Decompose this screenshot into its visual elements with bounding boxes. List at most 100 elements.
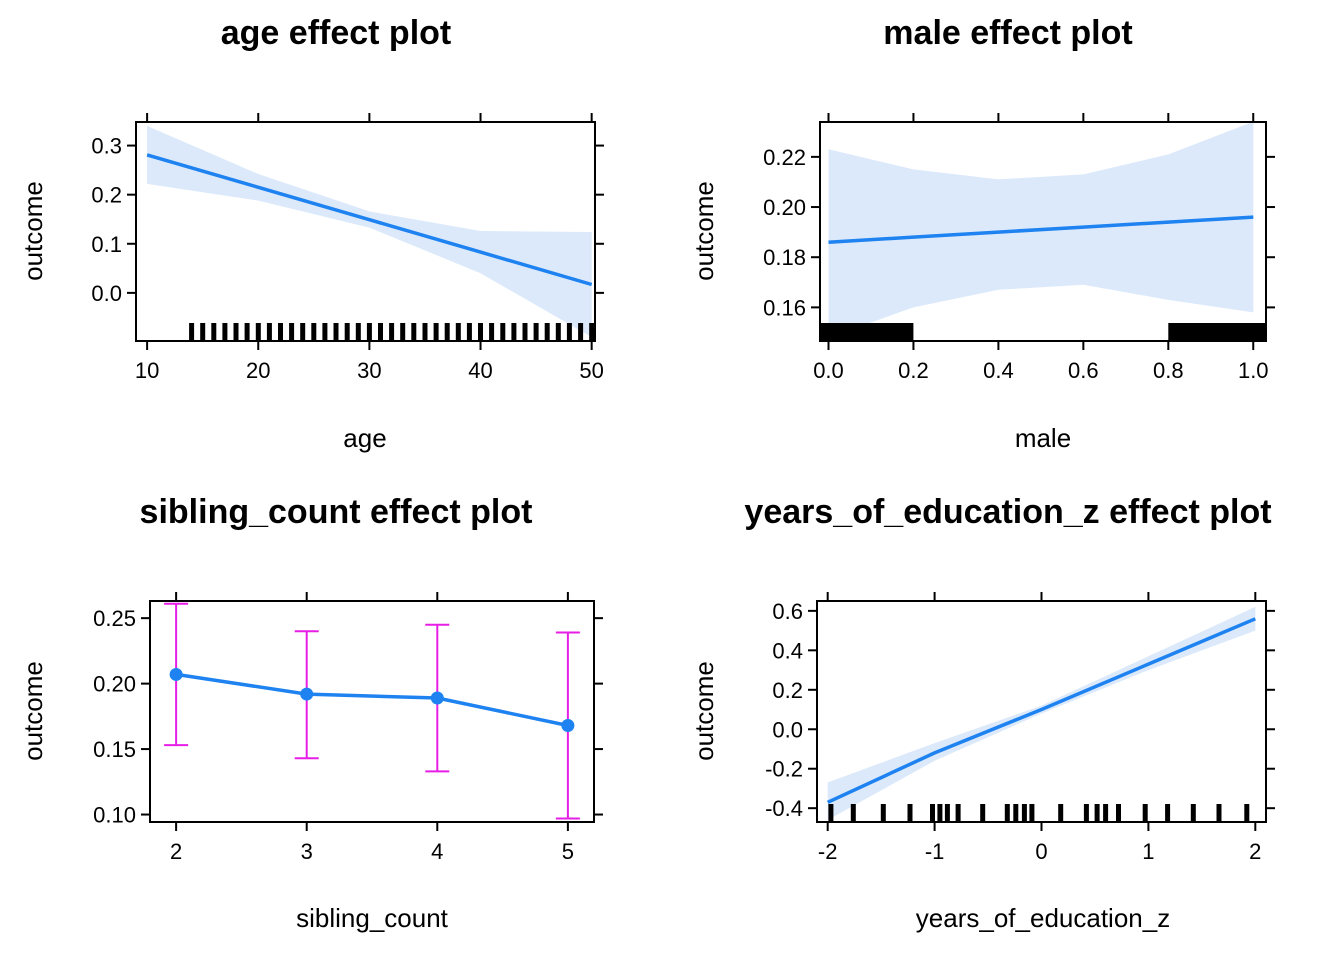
rug-mark — [389, 323, 395, 341]
y-tick-label: 0.6 — [772, 599, 803, 624]
x-tick-label: -1 — [925, 839, 945, 864]
rug-mark — [244, 323, 250, 341]
rug-mark — [400, 323, 406, 341]
y-tick-label: 0.15 — [93, 737, 136, 762]
rug-mark — [266, 323, 272, 341]
y-tick-label: 0.22 — [763, 145, 806, 170]
rug-mark — [1029, 804, 1035, 822]
data-point — [561, 719, 575, 733]
x-tick-label: 4 — [431, 839, 443, 864]
rug-mark — [289, 323, 295, 341]
rug-mark — [200, 323, 206, 341]
rug-mark — [355, 323, 361, 341]
panel-title: male effect plot — [883, 14, 1132, 52]
rug-mark — [880, 804, 886, 822]
fit-line — [175, 672, 569, 728]
x-tick-label: 1.0 — [1238, 358, 1269, 383]
rug-mark — [466, 323, 472, 341]
rug-mark — [589, 323, 595, 341]
rug-mark — [522, 323, 528, 341]
rug-mark — [930, 804, 935, 822]
rug-mark — [222, 323, 228, 341]
x-tick-label: 20 — [246, 358, 270, 383]
rug-mark — [500, 323, 506, 341]
y-tick-label: 0.2 — [772, 678, 803, 703]
rug-mark — [333, 323, 339, 341]
y-tick-label: -0.4 — [765, 796, 803, 821]
rug-mark — [489, 323, 495, 341]
rug-mark — [278, 323, 283, 341]
rug-mark — [1142, 804, 1148, 822]
rug-mark — [300, 323, 306, 341]
rug-mark — [511, 323, 517, 341]
rug-mark — [1058, 804, 1064, 822]
panel-title: age effect plot — [221, 14, 451, 52]
y-axis-label: outcome — [689, 181, 719, 281]
x-tick-label: 0.0 — [813, 358, 844, 383]
y-tick-label: 0.2 — [91, 183, 122, 208]
plot-frame — [819, 121, 1267, 342]
rug-mark — [411, 323, 417, 341]
data-point — [430, 691, 444, 705]
rug-mark — [1103, 804, 1109, 822]
rug-mark — [555, 323, 561, 341]
x-tick-label: 1 — [1142, 839, 1154, 864]
rug-mark — [478, 323, 483, 341]
rug-mark — [566, 323, 572, 341]
rug-mark — [255, 323, 261, 341]
x-tick-label: 50 — [579, 358, 603, 383]
panel-age: age effect plot age outcome 10 20 30 40 50 0.… — [18, 14, 604, 453]
rug-mark — [533, 323, 539, 341]
rug-mark — [980, 804, 986, 822]
y-axis-label: outcome — [689, 661, 719, 761]
x-tick-label: 0.6 — [1068, 358, 1099, 383]
rug-mark — [944, 804, 950, 822]
rug-mark — [1094, 804, 1100, 822]
rug-mark — [1216, 804, 1222, 822]
x-tick-label: 2 — [1249, 839, 1261, 864]
x-axis-label: male — [1015, 423, 1071, 453]
rug-mark — [1021, 804, 1027, 822]
plot-frame — [135, 121, 596, 342]
rug-mark — [578, 323, 584, 341]
rug-mark — [544, 323, 550, 341]
y-tick-label: -0.2 — [765, 757, 803, 782]
confidence-band — [827, 606, 1256, 820]
rug-mark — [189, 323, 195, 341]
plot-frame — [149, 600, 595, 823]
rug-mark — [1083, 804, 1089, 822]
rug-mark — [444, 323, 450, 341]
x-axis-label: years_of_education_z — [916, 903, 1170, 933]
rug-mark — [1116, 804, 1121, 822]
panel-years-of-education-z: years_of_education_z effect plot years_o… — [689, 493, 1275, 933]
rug-block — [1168, 323, 1266, 341]
fit-line — [826, 617, 1256, 804]
y-tick-label: 0.18 — [763, 245, 806, 270]
rug-mark — [322, 323, 328, 341]
rug-block — [820, 323, 914, 341]
y-tick-label: 0.25 — [93, 606, 136, 631]
y-tick-label: 0.4 — [772, 638, 803, 663]
y-axis-label: outcome — [18, 661, 48, 761]
rug-mark — [828, 804, 834, 822]
x-tick-label: 10 — [135, 358, 159, 383]
rug-mark — [1004, 804, 1010, 822]
rug-mark — [1013, 804, 1019, 822]
rug-mark — [1244, 804, 1250, 822]
x-axis-label: sibling_count — [296, 903, 449, 933]
x-tick-label: 0.2 — [898, 358, 929, 383]
y-tick-label: 0.20 — [93, 672, 136, 697]
y-axis-label: outcome — [18, 181, 48, 281]
x-tick-label: 40 — [468, 358, 492, 383]
rug-mark — [211, 323, 217, 341]
x-tick-label: 5 — [562, 839, 574, 864]
rug-mark — [311, 323, 317, 341]
y-tick-label: 0.3 — [91, 134, 122, 159]
x-axis-label: age — [343, 423, 386, 453]
rug-mark — [455, 323, 461, 341]
panel-sibling-count: sibling_count effect plot sibling_count … — [18, 493, 603, 933]
rug-mark — [1190, 804, 1196, 822]
rug-mark — [344, 323, 350, 341]
y-tick-label: 0.20 — [763, 195, 806, 220]
